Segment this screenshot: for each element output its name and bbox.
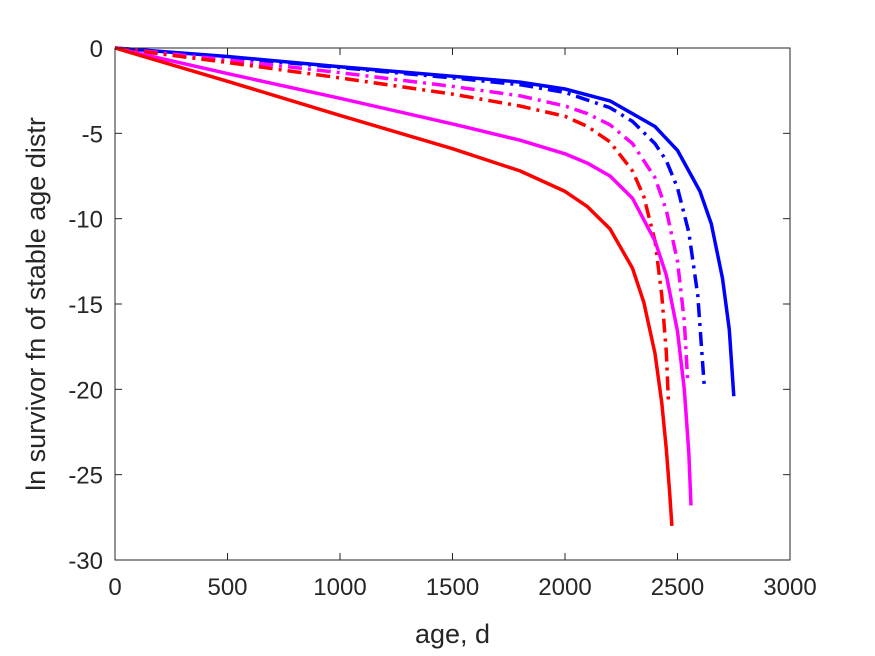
series-line-4 xyxy=(114,46,671,404)
x-tick-label: 3000 xyxy=(763,574,816,601)
x-tick-label: 2500 xyxy=(651,574,704,601)
x-tick-label: 500 xyxy=(207,574,247,601)
y-tick-label: -20 xyxy=(68,377,103,404)
y-axis-label: ln survivor fn of stable age distr xyxy=(21,117,51,491)
x-axis-label: age, d xyxy=(415,619,490,649)
series-line-6 xyxy=(114,46,674,527)
series-line-5 xyxy=(114,46,693,506)
series-layer xyxy=(114,46,736,527)
y-tick-label: -5 xyxy=(82,121,103,148)
y-tick-label: -10 xyxy=(68,207,103,234)
x-tick-label: 1500 xyxy=(426,574,479,601)
x-tick-label: 0 xyxy=(108,574,121,601)
x-tick-label: 2000 xyxy=(538,574,591,601)
y-tick-label: 0 xyxy=(90,36,103,63)
y-tick-label: -15 xyxy=(68,292,103,319)
y-tick-label: -25 xyxy=(68,463,103,490)
series-line-2 xyxy=(114,46,707,390)
x-tick-label: 1000 xyxy=(313,574,366,601)
y-tick-label: -30 xyxy=(68,548,103,575)
series-line-3 xyxy=(114,46,690,380)
tick-layer: 0 500 1000 1500 2000 2500 3000 0 -5 -10 -15 -20 -25 -… xyxy=(68,36,816,601)
